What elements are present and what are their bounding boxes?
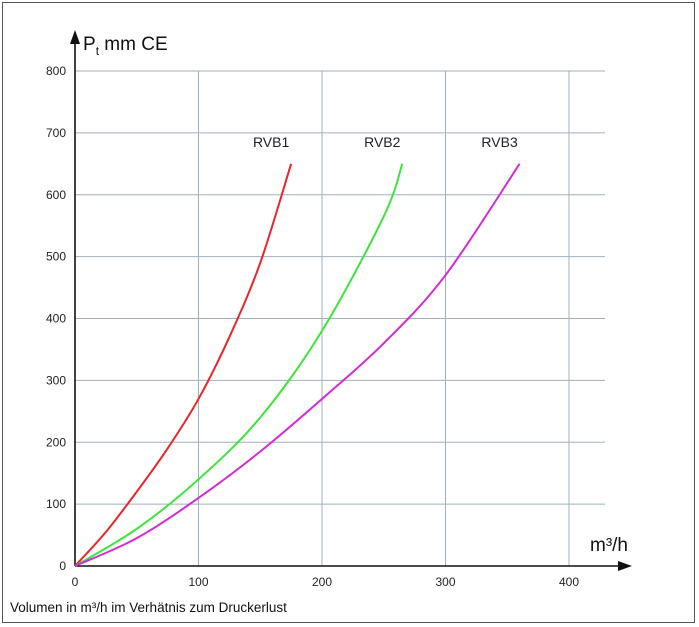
x-tick-label-0: 0 <box>72 575 79 589</box>
series-rvb3-line <box>74 163 521 567</box>
y-axis-arrow <box>70 30 80 44</box>
y-tick-label-700: 700 <box>46 126 66 140</box>
y-axis-title: Pt mm CE <box>83 34 168 58</box>
grid <box>75 70 605 566</box>
curves <box>74 163 521 567</box>
series-label-rvb1: RVB1 <box>253 134 290 150</box>
series-labels: RVB1 RVB2 RVB3 <box>253 134 518 150</box>
x-tick-label-400: 400 <box>559 575 579 589</box>
y-tick-label-100: 100 <box>46 497 66 511</box>
y-tick-label-500: 500 <box>46 250 66 264</box>
x-axis-arrow <box>618 561 632 571</box>
y-tick-label-300: 300 <box>46 373 66 387</box>
y-tick-label-600: 600 <box>46 188 66 202</box>
axes <box>70 30 632 571</box>
x-axis-title: m³/h <box>590 535 628 556</box>
y-tick-label-400: 400 <box>46 312 66 326</box>
series-label-rvb3: RVB3 <box>481 134 518 150</box>
tick-labels: 0 100 200 300 400 500 600 700 800 0 100 200 300 400 <box>46 64 579 589</box>
chart-caption: Volumen in m³/h im Verhätnis zum Drucker… <box>10 600 287 615</box>
x-tick-label-200: 200 <box>312 575 332 589</box>
y-tick-label-200: 200 <box>46 435 66 449</box>
series-label-rvb2: RVB2 <box>364 134 401 150</box>
y-tick-label-0: 0 <box>59 559 66 573</box>
series-rvb2-line <box>74 163 404 567</box>
series-rvb1-line <box>74 163 293 567</box>
y-tick-label-800: 800 <box>46 64 66 78</box>
x-tick-label-100: 100 <box>188 575 208 589</box>
x-tick-label-300: 300 <box>435 575 455 589</box>
